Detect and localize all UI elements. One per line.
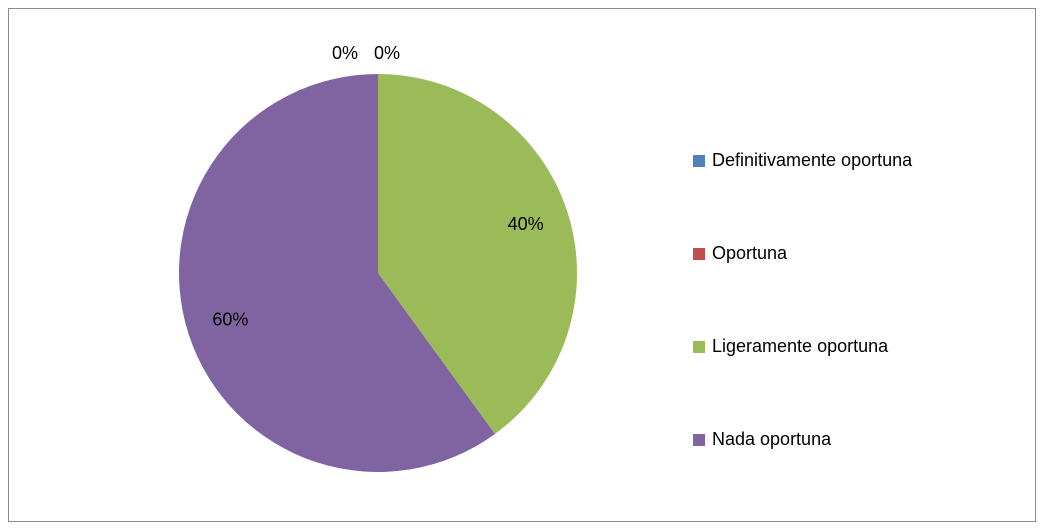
legend-label: Ligeramente oportuna	[712, 336, 889, 356]
legend-swatch	[693, 155, 705, 167]
pie-slice	[378, 74, 577, 434]
legend-swatch	[693, 248, 705, 260]
data-label: 0%	[374, 43, 400, 63]
data-label: 60%	[212, 310, 248, 330]
legend-label: Definitivamente oportuna	[712, 150, 913, 170]
legend-swatch	[693, 434, 705, 446]
pie-slice	[178, 74, 495, 472]
data-label: 40%	[508, 214, 544, 234]
legend-label: Nada oportuna	[712, 429, 832, 449]
legend-swatch	[693, 341, 705, 353]
legend-label: Oportuna	[712, 243, 788, 263]
data-label: 0%	[332, 43, 358, 63]
